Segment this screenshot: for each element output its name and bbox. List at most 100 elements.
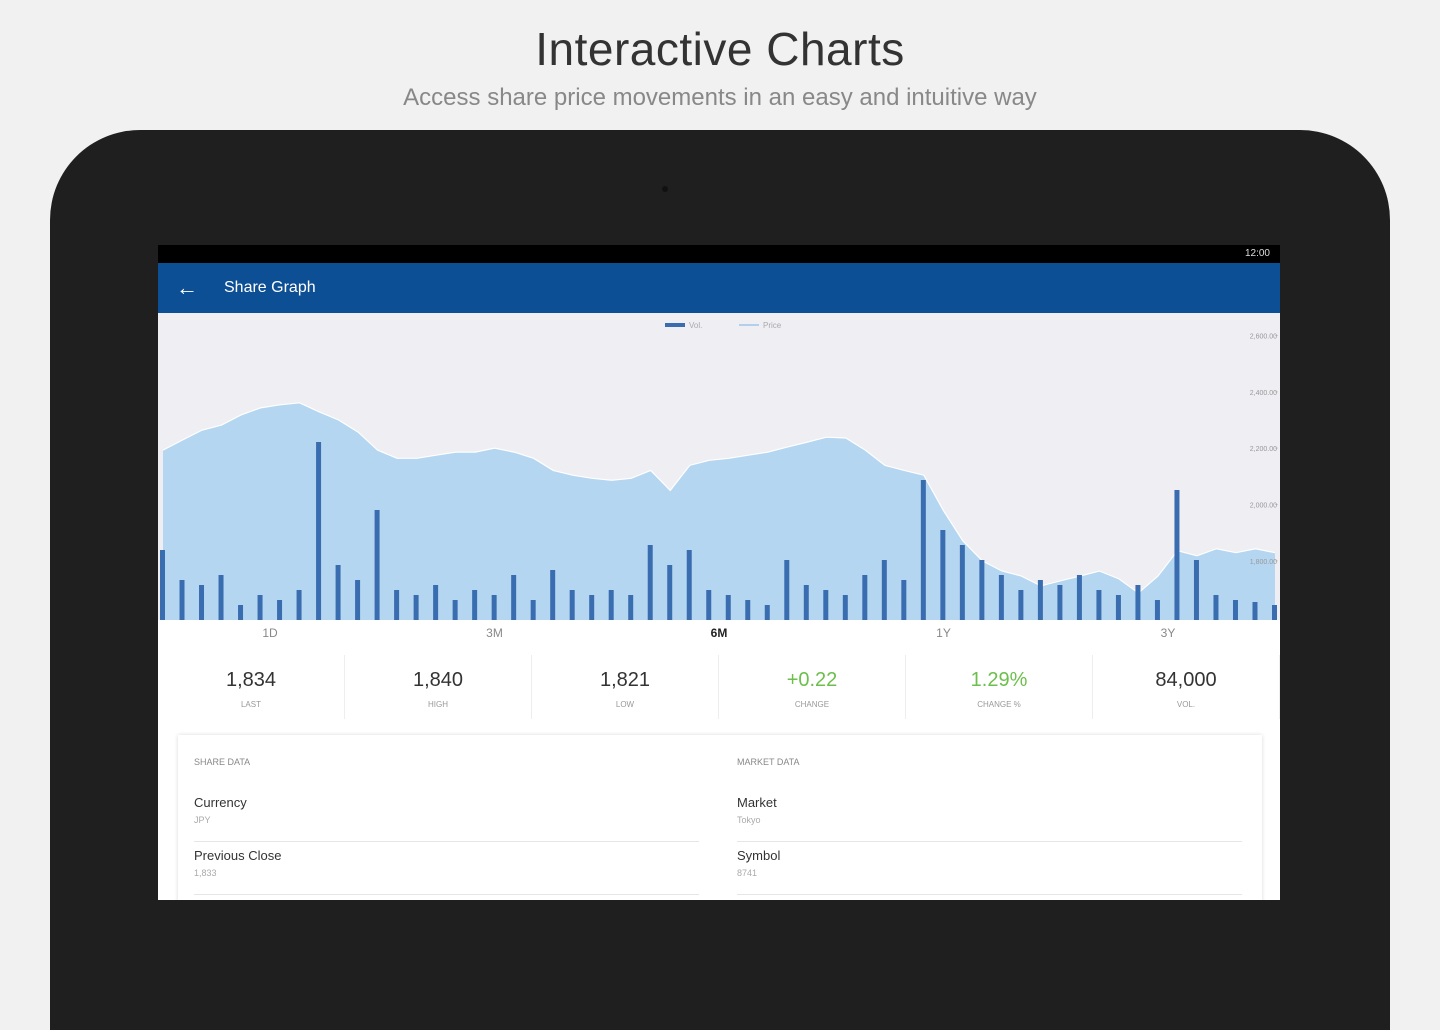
stat: 1,834 LAST [158,655,345,719]
volume-bar [842,595,848,620]
y-tick-label: 2,400.00 [1250,390,1277,397]
volume-bar [1096,590,1102,620]
volume-bar [569,590,575,620]
volume-bar [881,560,887,620]
stat-value: 84,000 [1155,669,1217,691]
stat: 1,821 LOW [532,655,719,719]
volume-bar [647,545,653,620]
data-row: Previous Close 1,833 [194,842,699,895]
y-tick-label: 2,000.00 [1250,503,1277,510]
row-value: 8741 [737,868,758,878]
row-key: Currency [194,795,247,810]
range-button[interactable]: 6M [710,626,728,640]
volume-bar [296,590,302,620]
volume-bar [920,480,926,620]
stat-label: LAST [240,700,261,709]
volume-bar [1252,602,1258,620]
volume-bar [1135,585,1141,620]
volume-bar [433,585,439,620]
volume-bar [589,595,595,620]
volume-bar [1193,560,1199,620]
volume-bar [862,575,868,620]
range-button[interactable]: 1D [262,626,278,640]
stat: +0.22 CHANGE [719,655,906,719]
subtitle: Access share price movements in an easy … [403,84,1037,111]
stat-value: 1,834 [225,669,277,691]
back-button[interactable]: ← [176,275,198,300]
stat: 84,000 VOL. [1093,655,1280,719]
volume-bar [979,560,985,620]
range-buttons: 1D 3M 6M 1Y 3Y [158,620,1280,648]
volume-bar [1018,590,1024,620]
volume-bar [394,590,400,620]
chart: Vol. Price 2,600.00 2,400.00 2,200.00 2,000.0… [158,313,1280,620]
stat: 1,840 HIGH [345,655,532,719]
stat-label: CHANGE % [977,700,1021,709]
stats: 1,834 LAST 1,840 HIGH 1,821 LOW +0.22 CHANGE 1.2… [158,655,1280,719]
page: {"header": {"title": "Interactive Charts… [50,23,1390,1030]
stat-label: HIGH [428,700,448,709]
volume-bar [1272,605,1277,620]
stat-value: 1.29% [970,669,1028,691]
volume-bar [998,575,1004,620]
section-heading: MARKET DATA [737,757,800,767]
title: Interactive Charts [535,23,905,75]
camera [662,186,668,192]
volume-bar [413,595,419,620]
status-time: 12:00 [1244,248,1270,259]
price-area [163,402,1275,620]
volume-bar [1154,600,1160,620]
row-key: Symbol [737,848,781,863]
range-button[interactable]: 1Y [936,626,951,640]
volume-bar [550,570,556,620]
app-title: Share Graph [224,279,316,296]
volume-bar [160,550,165,620]
volume-bar [1232,600,1238,620]
volume-bar [959,545,965,620]
volume-bar [745,600,751,620]
range-button[interactable]: 3M [486,626,503,640]
volume-bar [1076,575,1082,620]
stat: 1.29% CHANGE % [906,655,1093,719]
range-button[interactable]: 3Y [1160,626,1176,640]
volume-bar [1213,595,1219,620]
stat-label: VOL. [1176,700,1196,709]
volume-bar [686,550,692,620]
volume-bar [491,595,497,620]
row-value: 1,833 [194,868,217,878]
section-heading: SHARE DATA [194,757,251,767]
volume-bar [725,595,731,620]
stat-value: +0.22 [786,669,838,691]
volume-bar [628,595,634,620]
volume-bar [608,590,614,620]
volume-bar [257,595,263,620]
legend-label: Price [763,321,782,330]
y-tick-label: 1,800.00 [1250,559,1277,566]
legend-swatch [665,323,685,327]
volume-bar [355,580,361,620]
data-row: Market Tokyo [737,789,1242,842]
volume-bar [1174,490,1180,620]
volume-bar [1115,595,1121,620]
volume-bar [1037,580,1043,620]
status-bar: 12:00 [158,245,1280,263]
volume-bar [316,442,322,620]
volume-bar [784,560,790,620]
stat-value: 1,840 [412,669,464,691]
data-row: Symbol 8741 [737,842,1242,895]
volume-bar [238,605,244,620]
app-bar: ← Share Graph [158,263,1280,313]
price-line [162,402,1276,594]
volume-bar [277,600,283,620]
stat-value: 1,821 [599,669,651,691]
volume-bar [472,590,478,620]
volume-bar [1057,585,1063,620]
row-value: JPY [194,815,211,825]
volume-bar [940,530,946,620]
volume-bar [706,590,712,620]
row-value: Tokyo [737,815,761,825]
row-key: Previous Close [194,848,282,863]
row-key: Market [737,795,777,810]
volume-bar [530,600,536,620]
volume-bar [667,565,673,620]
